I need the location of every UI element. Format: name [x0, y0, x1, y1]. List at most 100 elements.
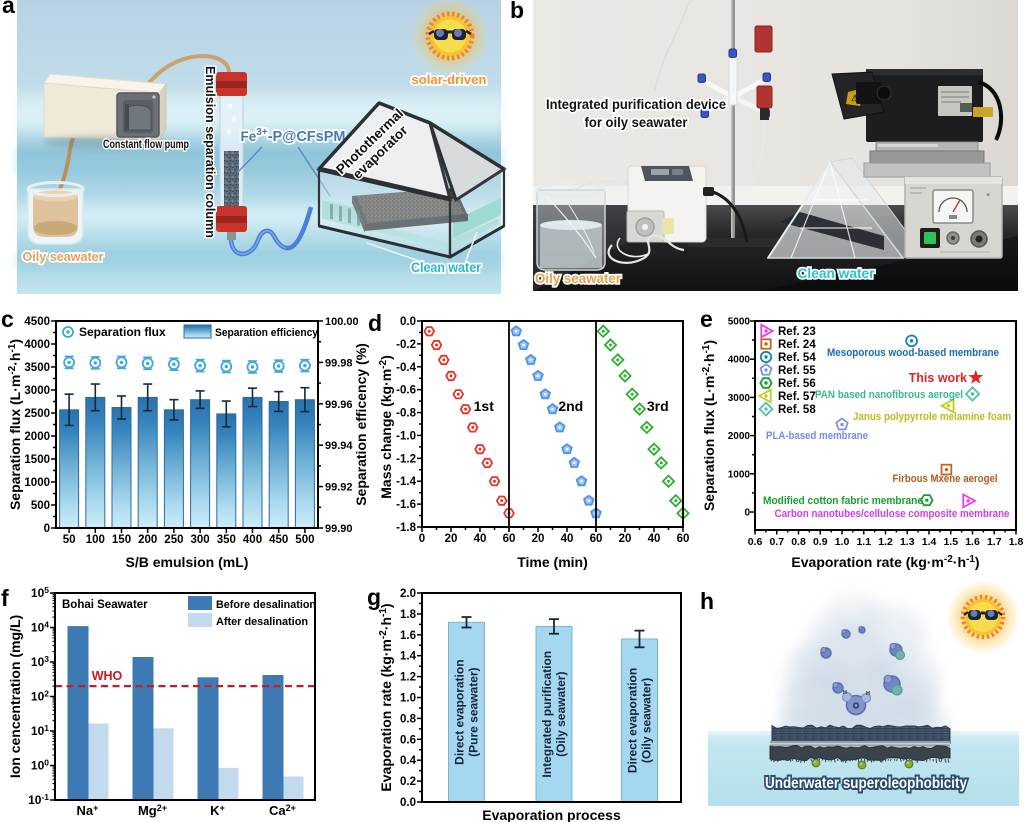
svg-text:After desalination: After desalination — [216, 616, 308, 628]
svg-text:100: 100 — [86, 534, 105, 546]
svg-text:Ref. 24: Ref. 24 — [778, 339, 816, 351]
svg-text:PLA-based membrane: PLA-based membrane — [766, 430, 868, 442]
svg-text:Ref. 58: Ref. 58 — [778, 404, 816, 416]
svg-text:60: 60 — [503, 533, 516, 545]
svg-text:Ref. 54: Ref. 54 — [778, 352, 816, 364]
svg-text:-1.8: -1.8 — [396, 522, 416, 534]
svg-text:99.90: 99.90 — [325, 523, 353, 535]
svg-text:Separation flux (L·m-2·h-1): Separation flux (L·m-2·h-1) — [701, 340, 717, 511]
svg-text:0.4: 0.4 — [400, 755, 417, 767]
svg-text:Ref. 23: Ref. 23 — [778, 326, 816, 338]
svg-text:Ref. 57: Ref. 57 — [778, 391, 816, 403]
svg-text:Ref. 56: Ref. 56 — [778, 378, 816, 390]
svg-text:450: 450 — [269, 534, 288, 546]
svg-text:2nd: 2nd — [558, 398, 583, 414]
svg-text:a: a — [2, 0, 15, 18]
svg-text:1000: 1000 — [728, 469, 751, 480]
svg-text:-0.2: -0.2 — [396, 339, 416, 351]
svg-text:102: 102 — [31, 689, 49, 704]
svg-text:WHO: WHO — [92, 669, 123, 683]
svg-text:40: 40 — [648, 533, 661, 545]
svg-text:3000: 3000 — [728, 393, 751, 404]
svg-text:-1.2: -1.2 — [396, 453, 416, 465]
svg-text:100: 100 — [31, 758, 49, 773]
svg-text:40: 40 — [474, 533, 487, 545]
svg-text:K+: K+ — [210, 803, 225, 818]
svg-text:0: 0 — [419, 533, 425, 545]
svg-text:Carbon nanotubes/cellulose com: Carbon nanotubes/cellulose composite mem… — [775, 508, 1010, 520]
svg-text:1500: 1500 — [24, 454, 50, 466]
svg-text:■: ■ — [986, 192, 989, 198]
svg-text:-1.0: -1.0 — [396, 430, 416, 442]
svg-text:105: 105 — [31, 585, 49, 600]
svg-text:20: 20 — [532, 533, 545, 545]
svg-text:(Oily seawater): (Oily seawater) — [554, 672, 568, 757]
svg-text:-1.6: -1.6 — [396, 499, 416, 511]
svg-text:300: 300 — [191, 534, 210, 546]
svg-text:1.6: 1.6 — [965, 536, 980, 548]
svg-text:b: b — [510, 0, 524, 23]
svg-text:0.2: 0.2 — [400, 776, 416, 788]
svg-text:Ref. 55: Ref. 55 — [778, 365, 816, 377]
svg-text:0: 0 — [744, 508, 750, 519]
svg-text:20: 20 — [445, 533, 458, 545]
svg-text:Underwater superoleophobicity: Underwater superoleophobicity — [765, 775, 967, 792]
svg-text:250: 250 — [164, 534, 183, 546]
svg-text:Separation efficency (%): Separation efficency (%) — [353, 343, 369, 506]
svg-text:200: 200 — [138, 534, 157, 546]
svg-text:-0.4: -0.4 — [396, 362, 416, 374]
svg-text:(Oily seawater): (Oily seawater) — [640, 678, 654, 763]
svg-text:0.9: 0.9 — [813, 536, 828, 548]
svg-text:Clean water: Clean water — [798, 265, 876, 281]
svg-text:40: 40 — [561, 533, 574, 545]
svg-text:99.92: 99.92 — [325, 482, 353, 494]
svg-text:Constant flow pump: Constant flow pump — [103, 137, 189, 151]
svg-text:150: 150 — [112, 534, 131, 546]
svg-text:-1.4: -1.4 — [396, 476, 416, 488]
svg-text:60: 60 — [677, 533, 690, 545]
svg-text:(Pure seawater): (Pure seawater) — [467, 667, 481, 756]
svg-text:f: f — [1, 585, 9, 611]
svg-text:Before desalination: Before desalination — [216, 599, 316, 611]
svg-text:0.8: 0.8 — [791, 536, 806, 548]
svg-text:Mass change (kg·m-2): Mass change (kg·m-2) — [378, 355, 394, 499]
svg-text:1.8: 1.8 — [1009, 536, 1024, 548]
svg-text:Evaporation rate (kg·m-2·h-1): Evaporation rate (kg·m-2·h-1) — [791, 554, 979, 570]
svg-text:Separation flux: Separation flux — [79, 325, 166, 339]
svg-text:3000: 3000 — [24, 385, 50, 397]
svg-text:99.98: 99.98 — [325, 357, 353, 369]
svg-text:10-1: 10-1 — [28, 792, 49, 807]
svg-text:2000: 2000 — [24, 431, 50, 443]
svg-text:Modified cotton fabric membran: Modified cotton fabric membrane — [763, 495, 923, 507]
svg-text:H: H — [843, 690, 847, 696]
svg-text:Integrated purification device: Integrated purification device — [546, 97, 726, 112]
svg-text:0.6: 0.6 — [400, 734, 416, 746]
svg-text:S/B emulsion (mL): S/B emulsion (mL) — [126, 554, 249, 570]
svg-text:4000: 4000 — [728, 355, 751, 366]
svg-text:Direct evaporation: Direct evaporation — [453, 659, 467, 764]
svg-text:2000: 2000 — [728, 431, 751, 442]
svg-text:Ca2+: Ca2+ — [269, 803, 296, 818]
svg-text:Mg2+: Mg2+ — [138, 803, 167, 818]
svg-text:0.7: 0.7 — [769, 536, 784, 548]
svg-text:Clean water: Clean water — [411, 260, 482, 275]
svg-text:1.5: 1.5 — [943, 536, 958, 548]
svg-text:h: h — [700, 588, 714, 614]
svg-text:c: c — [1, 306, 14, 332]
svg-text:e: e — [700, 306, 713, 332]
svg-text:2.0: 2.0 — [400, 588, 416, 600]
svg-text:1.7: 1.7 — [987, 536, 1002, 548]
svg-text:0.0: 0.0 — [400, 797, 416, 809]
svg-text:Emulsion separation column: Emulsion separation column — [203, 66, 217, 238]
svg-text:1.8: 1.8 — [400, 609, 417, 621]
svg-text:Direct evaporation: Direct evaporation — [626, 668, 640, 773]
svg-text:3500: 3500 — [24, 362, 50, 374]
svg-text:d: d — [368, 310, 382, 336]
svg-text:20: 20 — [619, 533, 632, 545]
svg-text:Mesoporous wood-based membrane: Mesoporous wood-based membrane — [827, 347, 999, 359]
svg-text:1st: 1st — [474, 398, 495, 414]
svg-text:500: 500 — [295, 534, 314, 546]
svg-text:H: H — [866, 691, 870, 697]
svg-text:0.8: 0.8 — [400, 713, 417, 725]
svg-text:1.0: 1.0 — [400, 693, 416, 705]
